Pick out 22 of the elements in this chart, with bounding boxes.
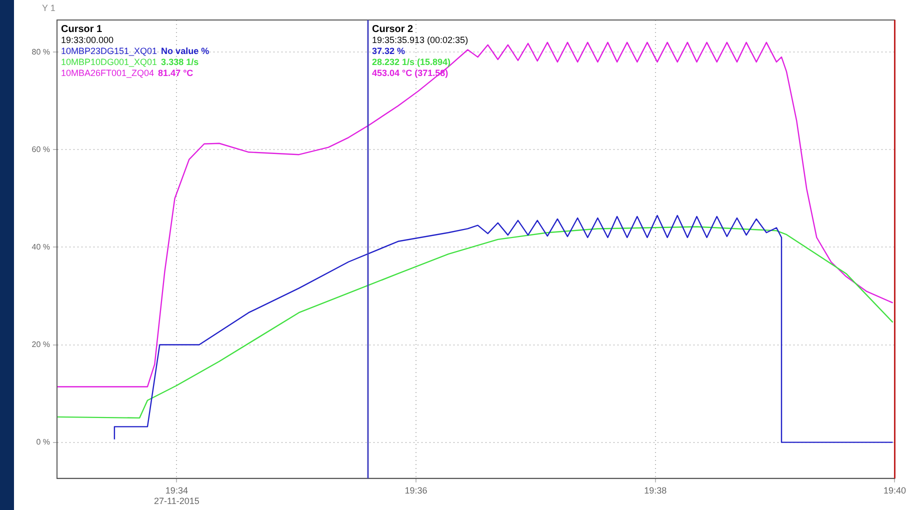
annotation: 81.47 °C (158, 68, 194, 78)
y-tick-label: 0 % (36, 438, 50, 447)
y-tick-label: 40 % (32, 242, 50, 252)
x-tick-label: 19:34 27-11-2015 (154, 485, 200, 506)
annotation: 37.32 % (372, 46, 406, 56)
y-tick-label: 20 % (32, 340, 50, 349)
annotation: 19:35:35.913 (00:02:35) (372, 34, 468, 45)
annotation: Cursor 1 (61, 24, 103, 35)
y-tick-label: 80 % (32, 47, 50, 56)
x-tick-label: 19:36 (404, 485, 428, 496)
text: 10MBP10DG001_XQ01 (61, 56, 158, 67)
y-tick-label: 60 % (32, 144, 50, 154)
text: 10MBP23DG151_XQ01 (61, 46, 158, 56)
x-tick-label: 19:40 (883, 485, 906, 496)
annotation: 3.338 1/s (161, 56, 199, 67)
text: 10MBA26FT001_ZQ04 (61, 68, 154, 78)
annotation: 28.232 1/s (15.894) (372, 56, 451, 67)
x-tick-label: 19:38 (644, 485, 667, 496)
ref-line-label: Cursor 2 (372, 24, 414, 35)
annotation: No value % (161, 46, 210, 56)
y-axis-title: Y 1 (42, 2, 56, 13)
annotation: 19:33:00.000 (61, 34, 114, 45)
